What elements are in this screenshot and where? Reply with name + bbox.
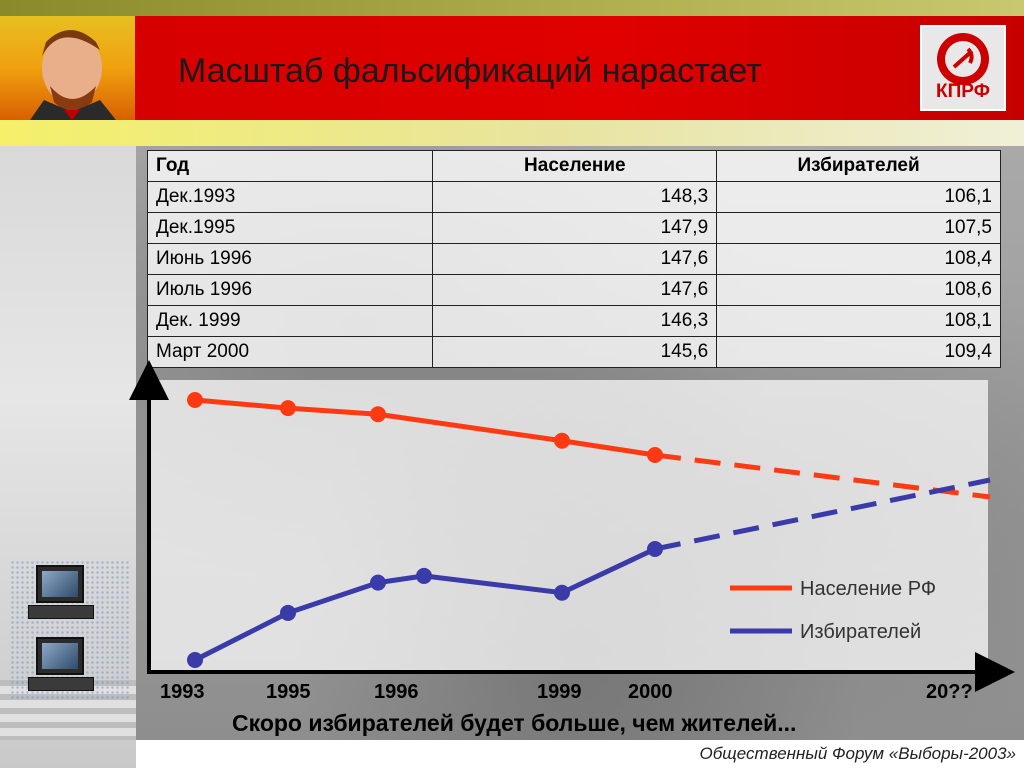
table-header-cell: Год	[146, 150, 434, 182]
data-point	[554, 432, 570, 449]
x-tick-label: 20??	[926, 681, 973, 703]
kprf-logo: КПРФ	[920, 25, 1006, 111]
data-point	[554, 584, 570, 601]
logo-text: КПРФ	[936, 81, 990, 102]
top-band	[0, 0, 1024, 16]
table-cell: Дек.1993	[146, 181, 434, 213]
computer-icon	[28, 637, 94, 691]
table-cell: 109,4	[716, 336, 1001, 368]
table-cell: 147,9	[432, 212, 718, 244]
table-cell: 146,3	[432, 305, 718, 337]
data-point	[187, 392, 203, 408]
legend-label: Население РФ	[800, 578, 936, 600]
data-point	[647, 447, 663, 463]
x-tick-label: 1993	[160, 681, 205, 703]
sub-band	[0, 120, 1024, 146]
title-bar	[0, 16, 1024, 120]
data-table: Год Население Избирателей Дек.1993 148,3…	[146, 150, 1001, 368]
data-point	[370, 574, 386, 591]
computer-icon	[28, 565, 94, 619]
data-point	[416, 567, 432, 584]
series-extrapolation-line	[654, 477, 991, 552]
x-tick-label: 1999	[537, 681, 582, 703]
table-cell: Дек.1995	[146, 212, 434, 244]
table-row: Март 2000 145,6 109,4	[146, 336, 1001, 368]
table-header-cell: Население	[432, 150, 718, 182]
table-header-cell: Избирателей	[716, 150, 1001, 182]
data-point	[280, 400, 296, 417]
table-cell: Июль 1996	[146, 274, 434, 306]
series-line	[193, 546, 657, 663]
table-cell: 147,6	[432, 274, 718, 306]
footer-text: Общественный Форум «Выборы-2003»	[699, 744, 1016, 763]
legend-label: Избирателей	[800, 621, 921, 643]
table-cell: 108,4	[716, 243, 1001, 275]
table-row: Дек.1993 148,3 106,1	[146, 181, 1001, 213]
data-point	[187, 652, 203, 668]
table-row: Июль 1996 147,6 108,6	[146, 274, 1001, 306]
x-tick-label: 2000	[628, 681, 673, 703]
footer-band	[136, 740, 1024, 768]
table-row: Дек. 1999 146,3 108,1	[146, 305, 1001, 337]
slogan-text: Скоро избирателей будет больше, чем жите…	[232, 710, 797, 736]
series-line	[194, 397, 656, 458]
table-cell: 145,6	[432, 336, 718, 368]
table-cell: 108,6	[716, 274, 1001, 306]
data-point	[647, 541, 663, 557]
table-cell: 108,1	[716, 305, 1001, 337]
page-title: Масштаб фальсификаций нарастает	[178, 52, 762, 90]
portrait-image	[0, 16, 135, 120]
table-cell: 106,1	[716, 181, 1001, 213]
chart-background	[150, 380, 988, 670]
data-point	[370, 406, 386, 423]
x-tick-label: 1996	[374, 681, 419, 703]
data-point	[280, 604, 296, 621]
x-tick-label: 1995	[266, 681, 311, 703]
table-header-row: Год Население Избирателей	[146, 150, 1001, 182]
table-cell: Март 2000	[146, 336, 434, 368]
table-cell: 107,5	[716, 212, 1001, 244]
table-row: Дек.1995 147,9 107,5	[146, 212, 1001, 244]
table-cell: Дек. 1999	[146, 305, 434, 337]
table-cell: 147,6	[432, 243, 718, 275]
